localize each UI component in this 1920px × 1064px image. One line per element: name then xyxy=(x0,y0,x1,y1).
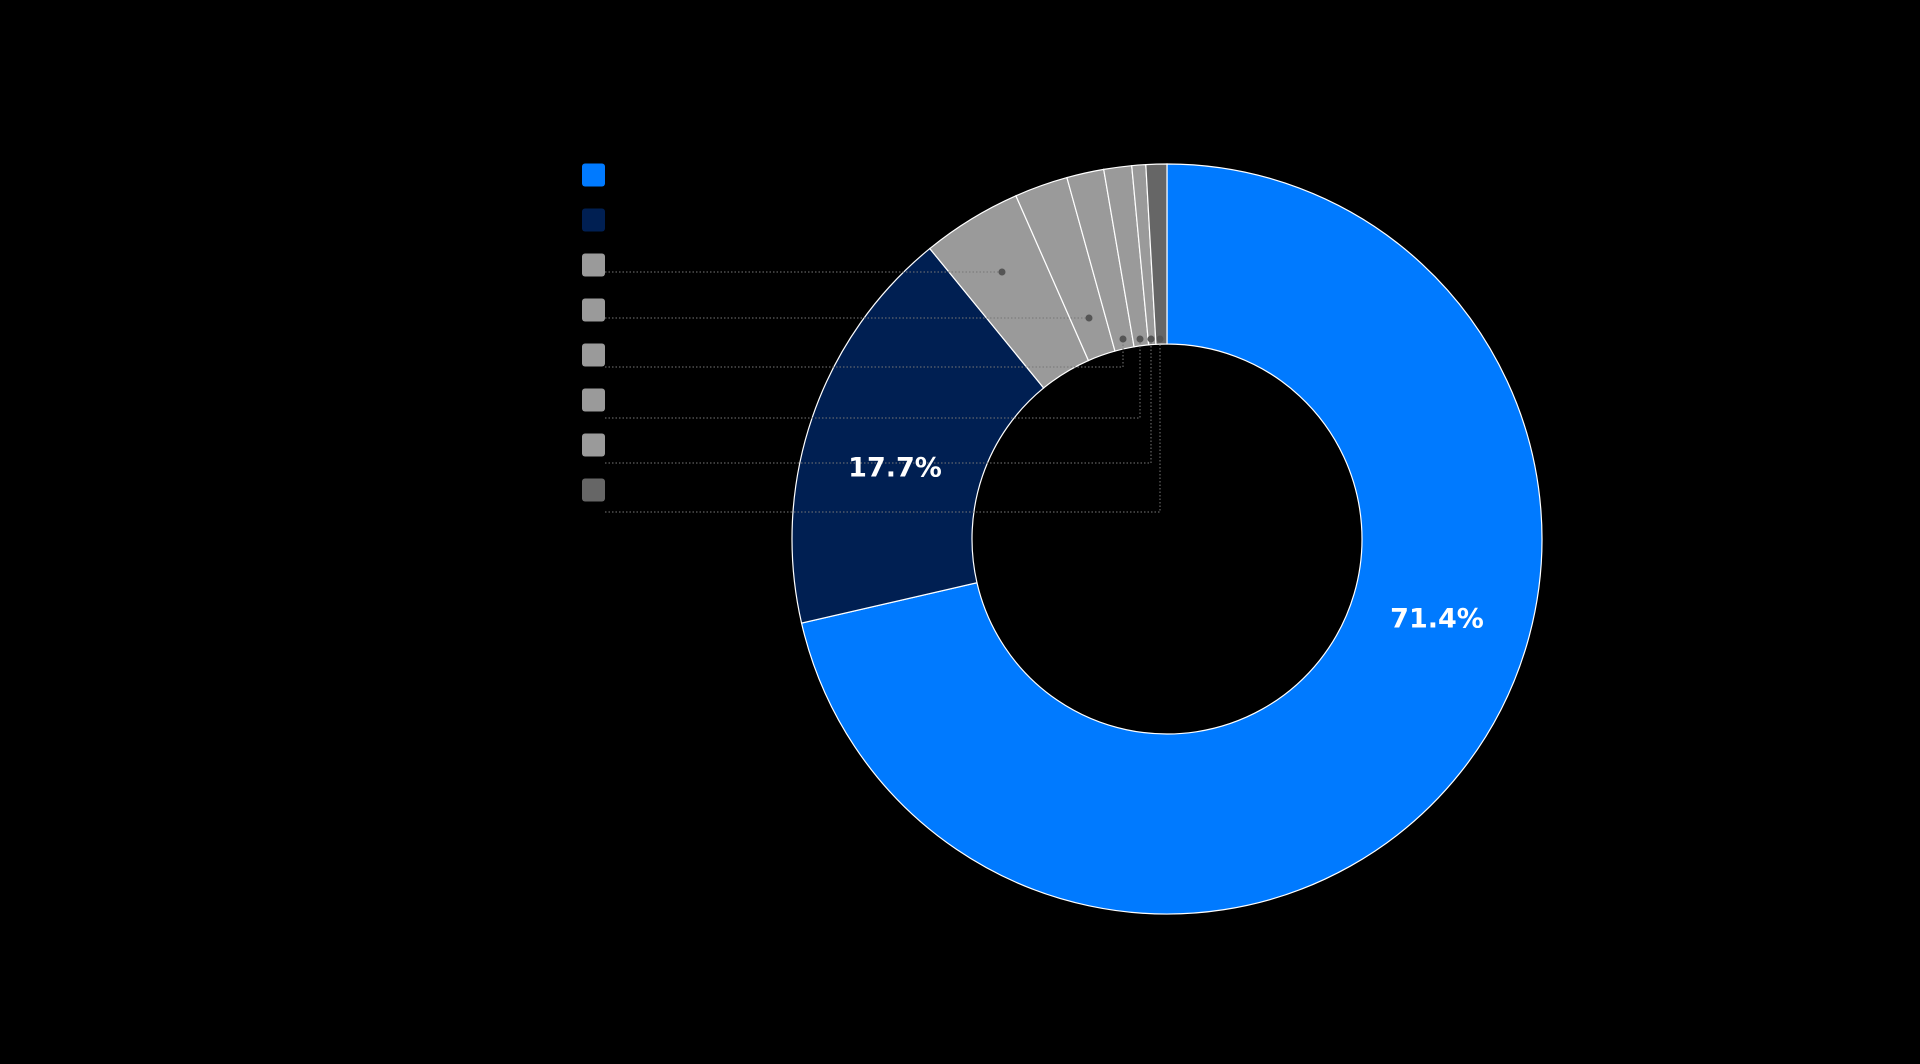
donut-slice xyxy=(1145,163,1168,345)
leader-dot xyxy=(1119,335,1127,343)
legend-swatch xyxy=(582,298,605,322)
leader-dot xyxy=(1085,314,1093,322)
leader-line xyxy=(605,339,1152,464)
legend-swatch xyxy=(582,478,605,502)
legend-swatch xyxy=(582,253,605,277)
legend-swatch xyxy=(582,163,605,187)
leader-line xyxy=(605,339,1124,368)
legend-swatch xyxy=(582,433,605,457)
legend-swatch xyxy=(582,343,605,367)
leader-dot xyxy=(1136,335,1144,343)
leader-dot xyxy=(1147,335,1155,343)
legend-swatch xyxy=(582,208,605,232)
leader-dot xyxy=(998,268,1006,276)
leader-dot xyxy=(1156,335,1164,343)
donut-slice xyxy=(800,163,1543,915)
data-label: 17.7% xyxy=(848,453,942,484)
legend-swatch xyxy=(582,388,605,412)
data-label: 71.4% xyxy=(1390,604,1484,635)
donut-slice xyxy=(791,247,1045,624)
